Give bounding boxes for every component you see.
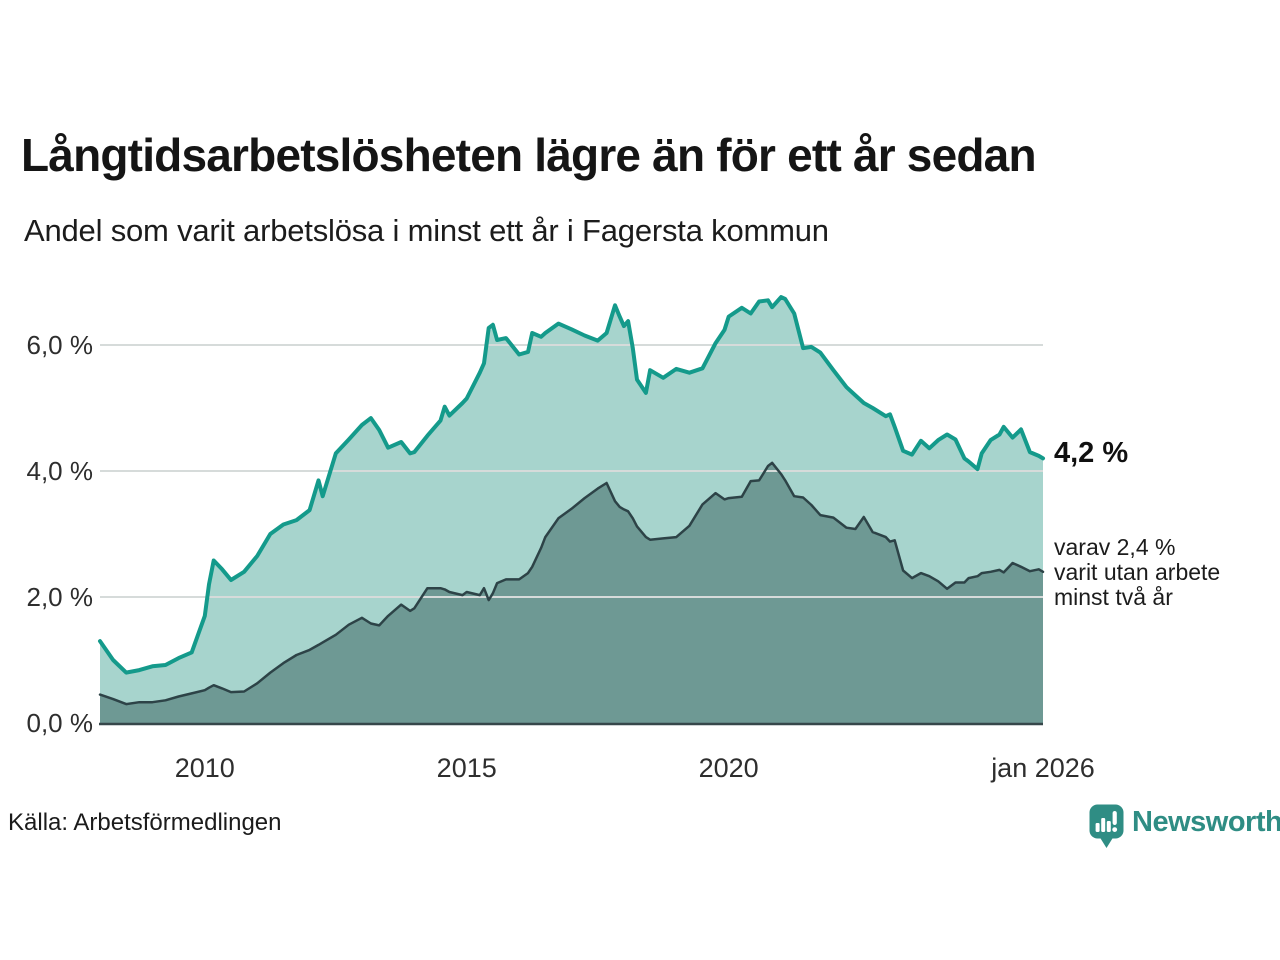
y-tick-label: 2,0 % xyxy=(26,582,94,612)
bar-chart-speech-bubble-icon xyxy=(1089,804,1124,848)
chart-title: Långtidsarbetslösheten lägre än för ett … xyxy=(21,129,1037,181)
series-line-minst-ett-ar xyxy=(98,295,1045,675)
y-tick-label: 6,0 % xyxy=(26,330,94,360)
series-line-minst-tva-ar xyxy=(98,461,1045,706)
area-fill-minst-tva-ar xyxy=(100,462,1043,723)
newsworthy-logo: Newsworthy xyxy=(1088,803,1280,849)
newsworthy-wordmark: Newsworthy xyxy=(1132,806,1280,838)
annotation-subset-line3: minst två år xyxy=(1054,583,1173,610)
x-tick-label: 2015 xyxy=(436,753,497,783)
x-tick-label: jan 2026 xyxy=(991,753,1095,783)
source-label: Källa: Arbetsförmedlingen xyxy=(8,809,282,836)
chart-subtitle: Andel som varit arbetslösa i minst ett å… xyxy=(24,213,829,248)
annotation-subset: varav 2,4 % varit utan arbete minst två … xyxy=(1054,533,1221,610)
annotation-subset-line1: varav 2,4 % xyxy=(1054,533,1176,560)
y-tick-label: 4,0 % xyxy=(26,456,94,486)
x-tick-label: 2010 xyxy=(174,753,235,783)
x-tick-label: 2020 xyxy=(698,753,759,783)
y-tick-label: 0,0 % xyxy=(26,708,94,738)
annotation-latest-total: 4,2 % xyxy=(1054,437,1129,470)
annotation-subset-line2: varit utan arbete xyxy=(1054,558,1221,585)
